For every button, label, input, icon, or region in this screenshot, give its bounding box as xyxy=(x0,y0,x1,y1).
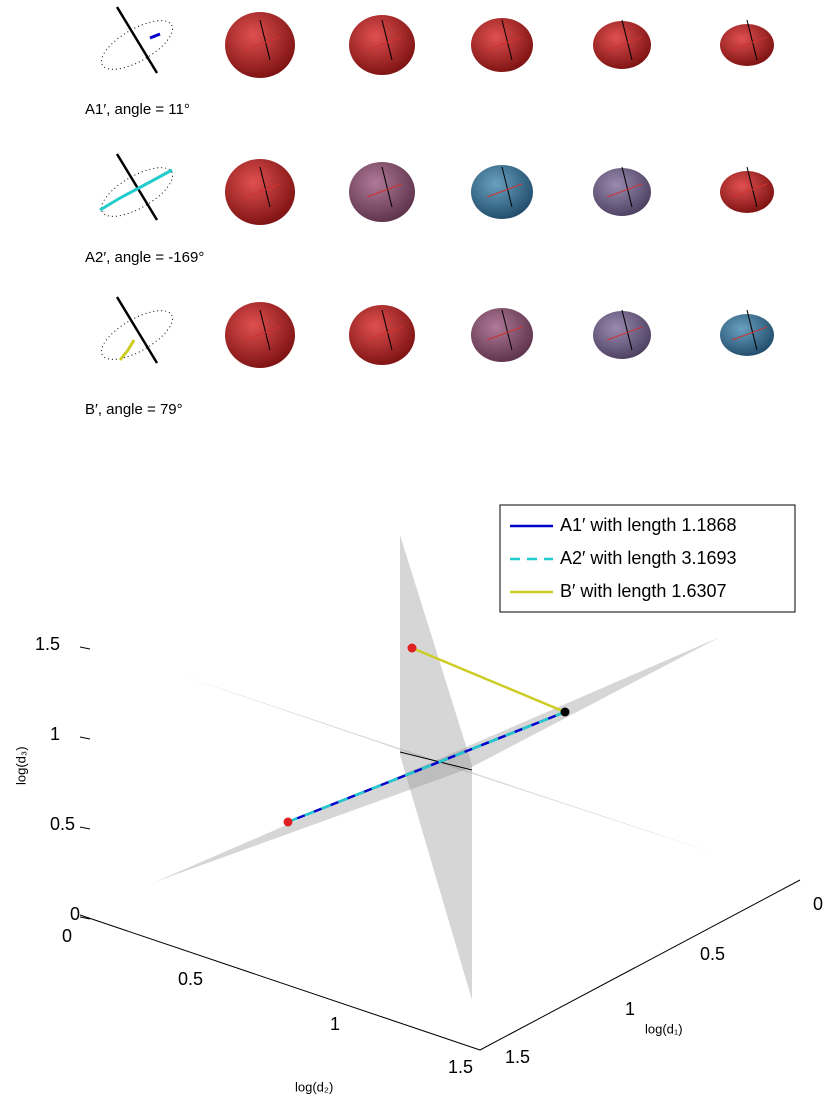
sphere xyxy=(720,171,774,213)
sphere xyxy=(593,168,651,216)
x-tick-label: 1 xyxy=(330,1014,340,1034)
point xyxy=(560,707,570,717)
sphere xyxy=(225,302,295,368)
sphere xyxy=(349,305,415,365)
sphere xyxy=(593,311,651,359)
sphere-axis xyxy=(381,309,393,351)
axis-glyph xyxy=(115,6,159,74)
sphere-axis xyxy=(606,183,643,198)
sphere-axis xyxy=(501,19,513,61)
ellipse-glyph xyxy=(100,310,174,360)
sphere-axis xyxy=(621,309,633,351)
glyph-rows xyxy=(99,6,774,368)
arc-glyph xyxy=(118,339,136,361)
z-tick xyxy=(79,826,91,830)
sphere-axis xyxy=(746,309,758,351)
sphere-axis xyxy=(731,183,768,198)
sphere-axis xyxy=(486,326,523,341)
intersection xyxy=(399,751,473,771)
sphere-axis xyxy=(381,19,393,61)
sphere xyxy=(349,15,415,75)
sphere-axis xyxy=(501,166,513,208)
sphere-axis xyxy=(486,36,523,51)
y-tick-label: 1.5 xyxy=(505,1047,530,1067)
sphere-axis xyxy=(366,326,403,341)
ellipse-glyph xyxy=(100,20,174,70)
y-tick-label: 1 xyxy=(625,999,635,1019)
sphere-axis xyxy=(486,183,523,198)
row-label: A2′, angle = -169° xyxy=(85,249,204,266)
sphere-axis xyxy=(606,326,643,341)
z-tick xyxy=(79,646,91,650)
y-tick-label: 0.5 xyxy=(700,944,725,964)
sphere xyxy=(593,21,651,69)
plot-3d xyxy=(79,504,801,1051)
sphere-axis xyxy=(244,326,281,341)
plane xyxy=(155,637,720,882)
sphere xyxy=(471,308,533,362)
sphere-axis xyxy=(731,326,768,341)
sphere-axis xyxy=(366,183,403,198)
point xyxy=(283,817,293,827)
sphere-axis xyxy=(381,166,393,208)
sphere-axis xyxy=(746,166,758,208)
path-a2 xyxy=(287,710,566,824)
point xyxy=(407,643,417,653)
legend-label: B′ with length 1.6307 xyxy=(560,581,727,601)
sphere xyxy=(720,314,774,356)
sphere xyxy=(471,165,533,219)
axis-glyph xyxy=(115,153,159,221)
arc-glyph xyxy=(149,32,161,40)
legend-label: A1′ with length 1.1868 xyxy=(560,515,737,535)
axis-line xyxy=(79,914,481,1051)
sphere xyxy=(225,159,295,225)
sphere xyxy=(471,18,533,72)
path-b xyxy=(411,646,566,714)
sphere-axis xyxy=(731,36,768,51)
sphere xyxy=(349,162,415,222)
sphere-axis xyxy=(621,166,633,208)
sphere-axis xyxy=(746,19,758,61)
sphere xyxy=(225,12,295,78)
y-axis-label: log(d₁) xyxy=(645,1021,683,1036)
sphere-axis xyxy=(259,19,271,61)
z-tick xyxy=(79,916,91,920)
z-tick-label: 1 xyxy=(50,724,60,744)
legend-label: A2′ with length 3.1693 xyxy=(560,548,737,568)
z-tick-label: 1.5 xyxy=(35,634,60,654)
sphere-axis xyxy=(244,183,281,198)
y-tick-label: 0 xyxy=(813,894,823,914)
axis-line xyxy=(479,879,801,1051)
x-axis-label: log(d₂) xyxy=(295,1079,333,1094)
sphere-axis xyxy=(366,36,403,51)
sphere-axis xyxy=(259,166,271,208)
row-label: A1′, angle = 11° xyxy=(85,101,190,118)
z-tick-label: 0 xyxy=(70,904,80,924)
x-tick-label: 1.5 xyxy=(448,1057,473,1077)
ellipse-glyph xyxy=(100,167,174,217)
sphere-axis xyxy=(244,36,281,51)
z-tick xyxy=(79,736,91,740)
sphere-axis xyxy=(501,309,513,351)
x-tick-label: 0 xyxy=(62,926,72,946)
sphere-axis xyxy=(621,19,633,61)
sphere xyxy=(720,24,774,66)
sphere-axis xyxy=(259,309,271,351)
sphere-axis xyxy=(606,36,643,51)
z-axis-label: log(d₃) xyxy=(13,746,28,785)
arc-glyph xyxy=(99,168,173,212)
row-label: B′, angle = 79° xyxy=(85,401,183,418)
x-tick-label: 0.5 xyxy=(178,969,203,989)
z-tick-label: 0.5 xyxy=(50,814,75,834)
axis-glyph xyxy=(115,296,159,364)
